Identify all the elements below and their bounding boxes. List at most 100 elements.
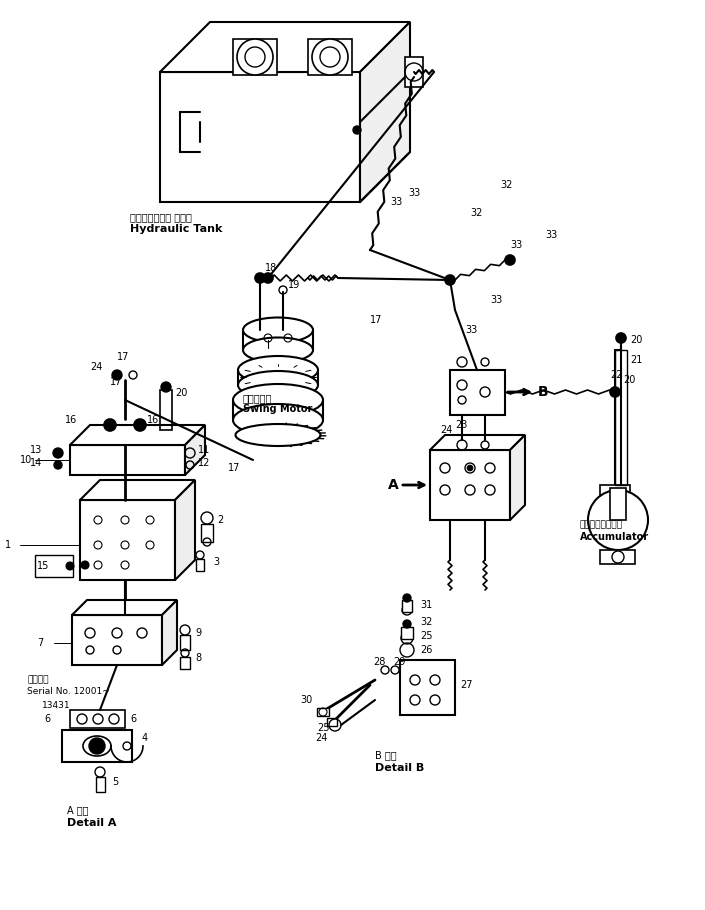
Bar — [317, 708, 329, 716]
Bar — [180, 635, 190, 650]
Bar — [160, 390, 172, 430]
Bar — [35, 555, 73, 577]
Text: A: A — [388, 478, 399, 492]
Bar — [405, 57, 423, 87]
Text: Accumulator: Accumulator — [580, 532, 649, 542]
Bar — [615, 350, 627, 485]
Text: 24: 24 — [90, 362, 102, 372]
Text: 26: 26 — [420, 645, 432, 655]
Text: B: B — [538, 385, 548, 399]
Text: 13: 13 — [30, 445, 42, 455]
Text: 33: 33 — [465, 325, 477, 335]
Bar — [70, 710, 125, 728]
Circle shape — [112, 370, 122, 380]
Text: 19: 19 — [288, 280, 300, 290]
Text: 33: 33 — [545, 230, 557, 240]
Text: Swing Motor: Swing Motor — [243, 404, 312, 414]
Circle shape — [505, 255, 515, 265]
Text: 11: 11 — [198, 445, 210, 455]
Text: アキュームレータ: アキュームレータ — [580, 521, 623, 530]
Text: 18: 18 — [265, 263, 277, 273]
Ellipse shape — [243, 338, 313, 362]
Circle shape — [237, 39, 273, 75]
Text: 24: 24 — [440, 425, 453, 435]
Polygon shape — [360, 22, 410, 202]
Text: 33: 33 — [408, 188, 420, 198]
Ellipse shape — [233, 404, 323, 436]
Circle shape — [312, 39, 348, 75]
Text: 3: 3 — [213, 557, 219, 567]
Text: 30: 30 — [300, 695, 312, 705]
Bar — [402, 600, 412, 612]
Circle shape — [255, 273, 265, 283]
Circle shape — [54, 461, 62, 469]
Text: 20: 20 — [175, 388, 188, 398]
Text: 8: 8 — [195, 653, 201, 663]
Polygon shape — [80, 480, 195, 500]
Text: A 詳細: A 詳細 — [67, 805, 89, 815]
Text: 25: 25 — [420, 631, 432, 641]
Circle shape — [245, 47, 265, 67]
Bar — [400, 660, 455, 715]
Text: 17: 17 — [228, 463, 240, 473]
Bar — [600, 485, 630, 495]
Bar — [308, 39, 352, 75]
Text: 33: 33 — [510, 240, 522, 250]
Text: 9: 9 — [195, 628, 201, 638]
Polygon shape — [160, 22, 410, 72]
Text: 6: 6 — [44, 714, 50, 724]
Bar — [327, 718, 337, 726]
Bar — [201, 524, 213, 542]
Text: 20: 20 — [623, 375, 635, 385]
Text: 5: 5 — [112, 777, 118, 787]
Circle shape — [66, 562, 74, 570]
Text: 32: 32 — [500, 180, 513, 190]
Bar — [70, 445, 185, 475]
Polygon shape — [185, 425, 205, 475]
Circle shape — [616, 333, 626, 343]
Text: 24: 24 — [315, 733, 327, 743]
Text: 7: 7 — [37, 638, 43, 648]
Text: 29: 29 — [393, 657, 405, 667]
Text: 32: 32 — [470, 208, 482, 218]
Bar — [196, 559, 204, 571]
Circle shape — [403, 594, 411, 602]
Text: 25: 25 — [317, 723, 329, 733]
Circle shape — [353, 126, 361, 134]
Bar — [450, 370, 505, 415]
Text: 2: 2 — [217, 515, 223, 525]
Circle shape — [588, 490, 648, 550]
Bar — [610, 488, 626, 520]
Polygon shape — [175, 480, 195, 580]
Text: 4: 4 — [142, 733, 148, 743]
Text: Serial No. 12001~: Serial No. 12001~ — [27, 687, 110, 696]
Circle shape — [89, 738, 105, 754]
Ellipse shape — [238, 371, 318, 399]
Text: Detail B: Detail B — [375, 763, 424, 773]
Text: 31: 31 — [420, 600, 432, 610]
Ellipse shape — [235, 424, 321, 446]
Text: 21: 21 — [630, 355, 642, 365]
Bar — [401, 627, 413, 639]
Ellipse shape — [238, 356, 318, 384]
Text: B 詳細: B 詳細 — [375, 750, 397, 760]
Text: 16: 16 — [147, 415, 159, 425]
Text: ハイドロリック タンク: ハイドロリック タンク — [130, 212, 192, 222]
Text: 15: 15 — [37, 561, 49, 571]
Polygon shape — [162, 600, 177, 665]
Circle shape — [263, 273, 273, 283]
Text: 10: 10 — [20, 455, 32, 465]
Ellipse shape — [233, 384, 323, 416]
Circle shape — [104, 419, 116, 431]
Text: 旋回モータ: 旋回モータ — [243, 393, 272, 403]
Text: 17: 17 — [370, 315, 382, 325]
Circle shape — [610, 387, 620, 397]
Text: 33: 33 — [390, 197, 403, 207]
Text: 28: 28 — [373, 657, 386, 667]
Text: 32: 32 — [420, 617, 432, 627]
Text: Hydraulic Tank: Hydraulic Tank — [130, 224, 222, 234]
Circle shape — [612, 551, 624, 563]
Text: 14: 14 — [30, 458, 42, 468]
Text: 1: 1 — [5, 540, 11, 550]
Polygon shape — [70, 425, 205, 445]
